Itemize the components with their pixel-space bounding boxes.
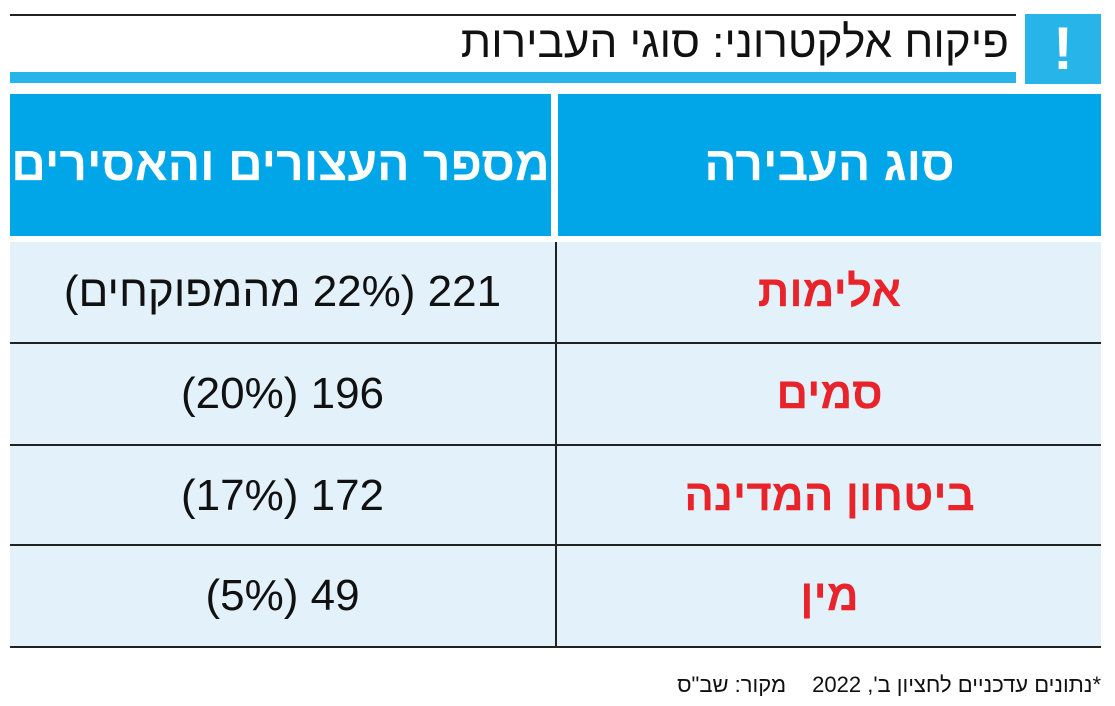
offense-cell: סמים	[776, 369, 883, 418]
count-cell: 49 (5%)	[205, 571, 360, 620]
table-header: מספר העצורים והאסירים סוג העבירה	[10, 94, 1101, 240]
column-divider	[555, 242, 557, 648]
header-offense-type: סוג העבירה	[558, 94, 1101, 236]
offense-cell: ביטחון המדינה	[684, 471, 975, 520]
count-cell: 172 (17%)	[180, 471, 385, 520]
footnote: *נתונים עדכניים לחציון ב', 2022 מקור: שב"…	[651, 672, 1101, 698]
header-divider	[551, 94, 558, 236]
footnote-note: *נתונים עדכניים לחציון ב', 2022	[812, 672, 1101, 697]
count-cell: 196 (20%)	[180, 369, 385, 418]
offense-cell: מין	[800, 571, 859, 620]
page-title: פיקוח אלקטרוני: סוגי העבירות	[460, 18, 1009, 67]
header-count: מספר העצורים והאסירים	[10, 94, 551, 236]
exclamation-icon: !	[1025, 14, 1101, 84]
count-cell: 221 (22% מהמפוקחים)	[63, 267, 502, 316]
footnote-source: מקור: שב"ס	[677, 672, 787, 697]
title-underline	[10, 72, 1016, 83]
title-top-rule	[10, 14, 1016, 16]
offense-cell: אלימות	[757, 267, 902, 316]
